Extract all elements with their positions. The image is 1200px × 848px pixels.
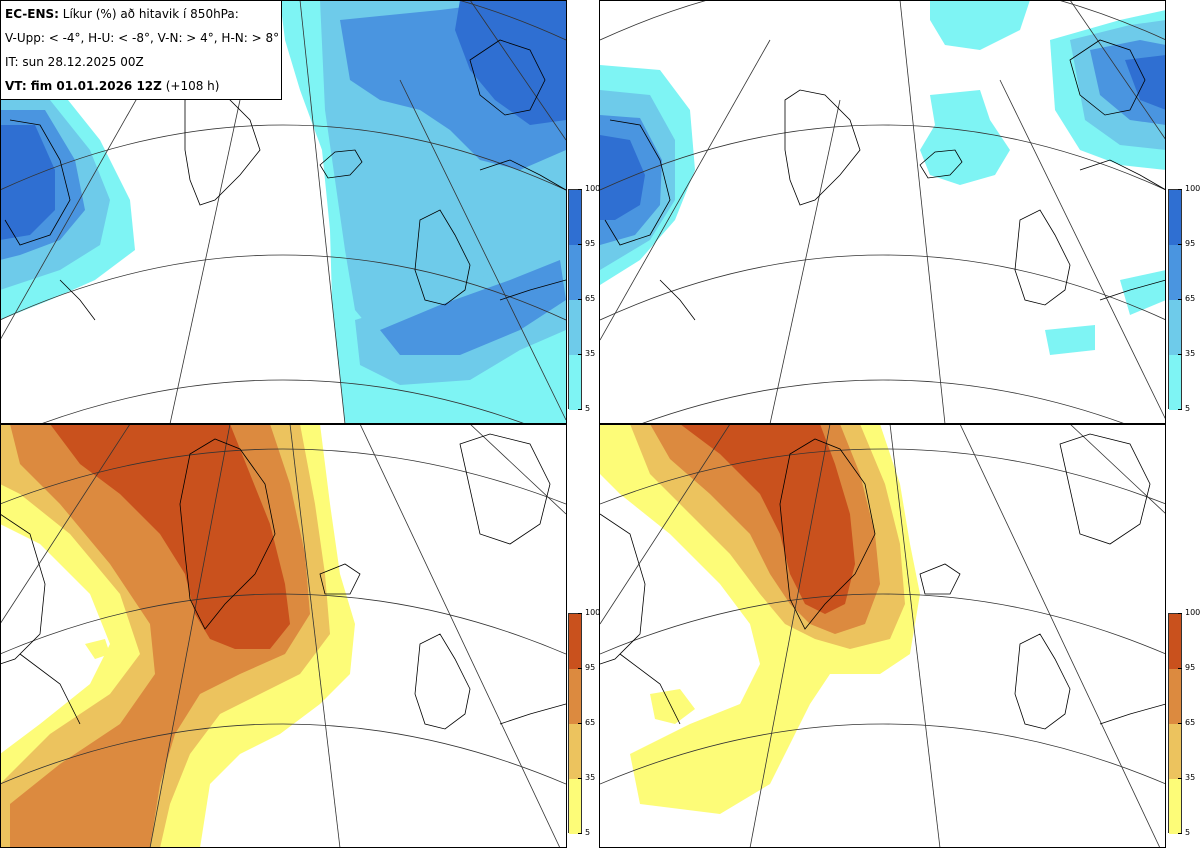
prob-area-95 [50,424,290,649]
colorbar-tick [578,354,582,355]
colorbar-tick-label: 100 [1185,608,1200,617]
colorbar-tick [578,189,582,190]
colorbar-segment [569,724,581,779]
map-cold-minus8 [600,0,1166,424]
colorbar-segment [569,779,581,834]
colorbar-segment [1169,300,1181,355]
colorbar-tick-label: 95 [1185,239,1196,248]
colorbar-tick [578,409,582,410]
colorbar-tick-label: 65 [585,718,596,727]
coastlines [600,433,1166,730]
map-panel-top-left [0,0,566,424]
colorbar-tick [578,723,582,724]
info-thresholds: V-Upp: < -4°, H-U: < -8°, V-N: > 4°, H-N… [5,31,280,45]
prob-area-5-south [1120,270,1166,315]
map-panel-bottom-right [600,424,1166,848]
colorbar-tick [578,833,582,834]
colorbar-tick-label: 100 [585,184,601,193]
colorbar-tick-label: 65 [585,294,596,303]
colorbar-tick [1178,613,1182,614]
prob-area-95-west [0,125,55,240]
model-label: EC-ENS: [5,7,59,21]
title-text: Líkur (%) að hitavik í 850hPa: [62,7,239,21]
colorbar-segment [1169,245,1181,300]
map-panel-bottom-left [0,424,566,848]
colorbar-tick [1178,668,1182,669]
info-title: EC-ENS: Líkur (%) að hitavik í 850hPa: [5,7,281,31]
prob-area-5-islands [650,689,695,724]
prob-area-5-small [85,639,110,659]
colorbar-tick-label: 35 [585,349,596,358]
info-box: EC-ENS: Líkur (%) að hitavik í 850hPa: V… [0,0,282,100]
coastlines [604,39,1166,321]
prob-area-65-south [380,260,566,355]
colorbar-bottom-right [1168,613,1182,834]
colorbar-segment [1169,190,1181,245]
colorbar-tick [578,299,582,300]
lead-time: (+108 h) [165,79,220,93]
prob-area-5-mid [920,90,1010,185]
colorbar-segment [569,355,581,410]
colorbar-tick [1178,723,1182,724]
colorbar-tick-label: 65 [1185,294,1196,303]
colorbar-segment [1169,669,1181,724]
colorbar-tick-label: 5 [585,828,591,837]
colorbar-top-left [568,189,582,410]
colorbar-tick [578,244,582,245]
colorbar-tick-label: 35 [1185,773,1196,782]
prob-area-95-west [600,135,645,220]
colorbar-tick-label: 95 [585,663,596,672]
colorbar-tick-label: 65 [1185,718,1196,727]
colorbar-tick-label: 100 [585,608,601,617]
graticule [600,0,1166,424]
map-panel-top-right [600,0,1166,424]
prob-area-5-north [930,0,1030,50]
colorbar-tick-label: 5 [1185,404,1191,413]
map-warm-plus4 [0,424,566,848]
colorbar-tick-label: 100 [1185,184,1200,193]
colorbar-tick-label: 95 [1185,663,1196,672]
colorbar-tick-label: 95 [585,239,596,248]
coastlines [0,433,566,730]
prob-area-95 [680,424,855,614]
colorbar-tick [1178,299,1182,300]
map-cold-minus4 [0,0,566,424]
colorbar-tick [1178,189,1182,190]
colorbar-segment [1169,779,1181,834]
colorbar-tick [1178,778,1182,779]
colorbar-segment [569,190,581,245]
prob-area-5-south2 [1045,325,1095,355]
colorbar-tick [1178,409,1182,410]
info-issue-time: IT: sun 28.12.2025 00Z [5,55,144,69]
valid-time-label: VT: fim 01.01.2026 12Z [5,79,162,93]
colorbar-segment [569,614,581,669]
colorbar-tick [578,668,582,669]
colorbar-tick [578,613,582,614]
colorbar-segment [569,245,581,300]
colorbar-segment [1169,724,1181,779]
colorbar-segment [569,669,581,724]
graticule [600,424,1166,848]
graticule [0,424,566,848]
colorbar-tick-label: 5 [1185,828,1191,837]
colorbar-tick [1178,244,1182,245]
colorbar-tick [578,778,582,779]
colorbar-segment [1169,614,1181,669]
colorbar-segment [1169,355,1181,410]
prob-area-95-east [1125,55,1166,110]
colorbar-segment [569,300,581,355]
colorbar-tick-label: 35 [1185,349,1196,358]
colorbar-tick-label: 35 [585,773,596,782]
info-valid-time: VT: fim 01.01.2026 12Z (+108 h) [5,79,281,103]
colorbar-top-right [1168,189,1182,410]
colorbar-tick-label: 5 [585,404,591,413]
colorbar-bottom-left [568,613,582,834]
colorbar-tick [1178,833,1182,834]
map-warm-plus8 [600,424,1166,848]
colorbar-tick [1178,354,1182,355]
